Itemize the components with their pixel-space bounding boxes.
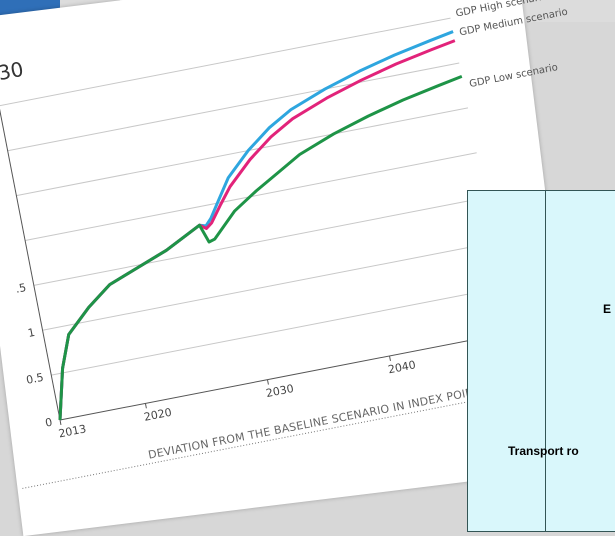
gridline (51, 286, 503, 376)
gridline (33, 197, 486, 286)
table-label-2: Transport ro (508, 444, 579, 458)
y-tick-label: 0.5 (25, 371, 45, 387)
axis-layer (0, 95, 524, 489)
gridline (16, 107, 469, 197)
x-tick-mark (59, 419, 62, 426)
y-axis-line (0, 95, 61, 421)
x-tick-label: 2040 (387, 358, 417, 376)
x-tick-label: 2030 (265, 382, 295, 400)
background-table (467, 190, 615, 532)
x-axis-label: DEVIATION FROM THE BASELINE SCENARIO IN … (147, 383, 489, 462)
x-tick-mark (389, 355, 391, 361)
x-tick-label: 2013 (57, 422, 87, 440)
x-axis-line (59, 331, 512, 421)
gridline (0, 17, 451, 107)
x-tick-mark (266, 379, 269, 385)
table-label-1: E (603, 302, 612, 316)
x-tick-mark (144, 403, 147, 409)
table-column-divider (545, 191, 546, 531)
chart-title: 2030 (0, 57, 25, 90)
gridline (7, 62, 460, 152)
dotted-baseline (22, 390, 524, 489)
series-layer (58, 30, 463, 421)
series-label: GDP Low scenario (468, 62, 558, 90)
gridline (42, 241, 495, 331)
x-tick-label: 2020 (143, 406, 173, 424)
y-tick-label: 1 (27, 326, 36, 340)
y-tick-label: .5 (15, 281, 28, 296)
series-line (58, 30, 454, 421)
series-line (58, 75, 463, 421)
y-tick-label: 0 (44, 416, 53, 430)
